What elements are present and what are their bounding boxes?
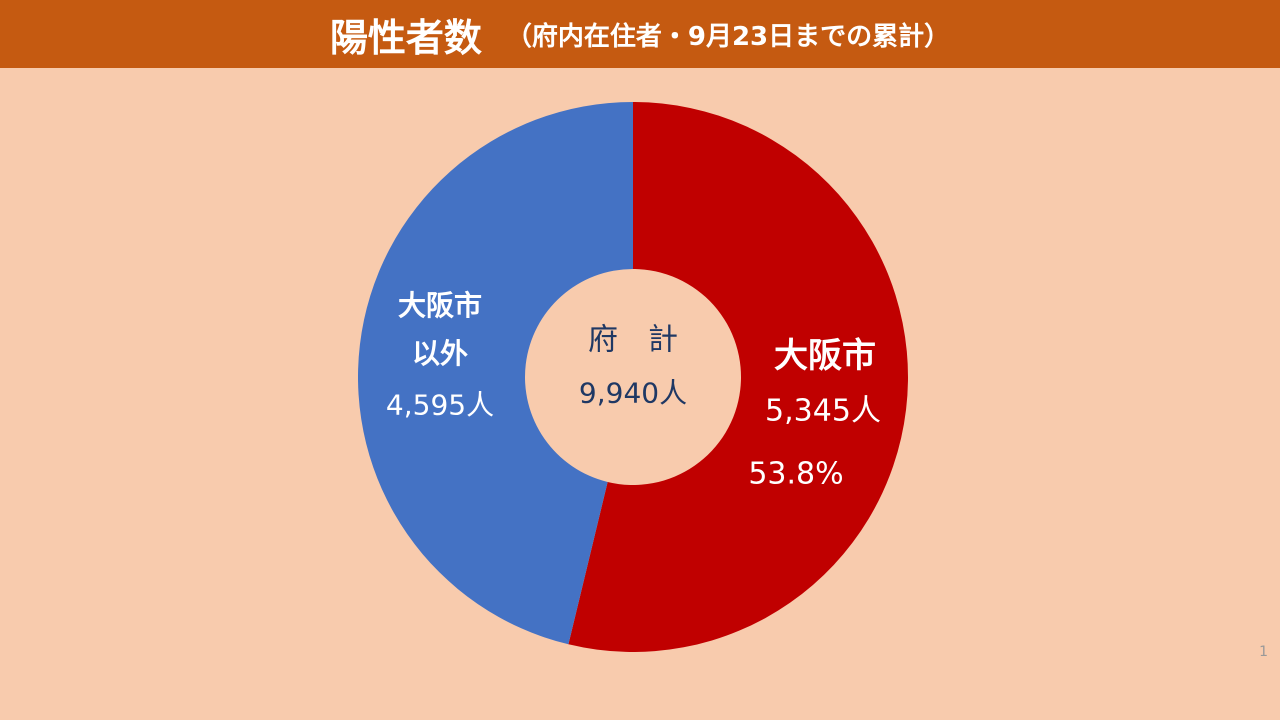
percent-label: 53.8% [748, 456, 844, 492]
center-total: 9,940人 [578, 376, 688, 410]
category-label: 大阪市 以外 [397, 289, 483, 370]
center-title: 府 計 [588, 322, 678, 358]
value-label: 5,345人 [765, 393, 881, 429]
category-label: 大阪市 [774, 335, 876, 376]
header: 陽性者数 （府内在住者・9月23日までの累計） [0, 0, 1280, 68]
donut-slice [568, 102, 908, 653]
title: 陽性者数 [329, 15, 482, 60]
value-label: 4,595人 [385, 388, 495, 422]
subtitle: （府内在住者・9月23日までの累計） [505, 21, 951, 52]
page-number: 1 [1259, 644, 1268, 660]
donut-slice [358, 102, 633, 645]
